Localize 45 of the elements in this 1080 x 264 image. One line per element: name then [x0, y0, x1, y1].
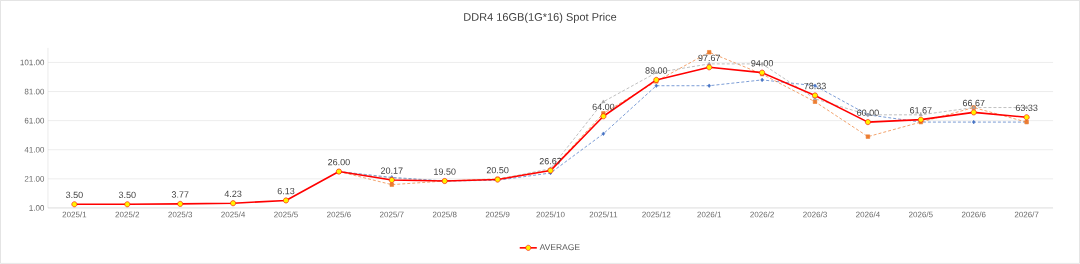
x-tick-label: 2025/12 [642, 211, 671, 218]
data-label: 61.67 [910, 107, 932, 114]
x-tick-label: 2025/7 [379, 211, 404, 218]
x-tick-label: 2025/10 [536, 211, 565, 218]
x-tick-label: 2026/5 [908, 211, 933, 218]
data-label: 26.00 [328, 159, 350, 166]
x-tick-label: 2026/6 [961, 211, 986, 218]
x-tick-label: 2025/5 [274, 211, 298, 218]
x-tick-label: 2026/3 [803, 211, 827, 218]
data-label: 20.17 [380, 167, 403, 174]
x-tick-label: 2026/7 [1014, 211, 1039, 218]
x-tick-label: 2025/6 [327, 211, 351, 218]
x-tick-label: 2026/2 [750, 211, 774, 218]
data-label: 20.50 [486, 167, 509, 174]
x-tick-label: 2025/2 [115, 211, 140, 218]
data-label: 89.00 [645, 67, 668, 74]
x-tick-label: 2025/4 [221, 211, 246, 218]
data-label: 6.13 [277, 187, 295, 195]
data-label: 3.50 [118, 191, 136, 199]
y-tick-label: 61.00 [24, 117, 45, 124]
data-label: 64.00 [592, 103, 615, 111]
x-tick-label: 2025/11 [589, 211, 618, 218]
legend-label: AVERAGE [539, 244, 580, 251]
data-label: 78.33 [804, 82, 826, 90]
y-tick-label: 81.00 [24, 88, 45, 95]
x-tick-label: 2025/8 [432, 211, 457, 218]
data-label: 97.67 [698, 54, 721, 62]
data-label: 94.00 [751, 60, 774, 67]
data-label: 3.77 [171, 191, 189, 198]
x-tick-label: 2025/1 [62, 211, 87, 218]
data-label: 3.50 [65, 191, 83, 199]
y-tick-label: 21.00 [24, 176, 45, 182]
x-tick-label: 2025/9 [485, 211, 510, 218]
data-label: 19.50 [434, 168, 456, 175]
chart-title: DDR4 16GB(1G*16) Spot Price [464, 12, 617, 24]
data-label: 4.23 [224, 190, 242, 198]
x-tick-label: 2026/4 [856, 211, 880, 218]
y-tick-label: 41.00 [24, 146, 45, 153]
data-label: 60.00 [857, 109, 879, 116]
x-tick-label: 2025/3 [168, 211, 193, 218]
y-tick-label: 1.00 [29, 205, 45, 211]
y-tick-label: 101.00 [20, 59, 45, 66]
x-tick-label: 2026/1 [697, 211, 722, 218]
data-label: 66.67 [962, 99, 985, 107]
data-label: 63.33 [1015, 104, 1038, 112]
